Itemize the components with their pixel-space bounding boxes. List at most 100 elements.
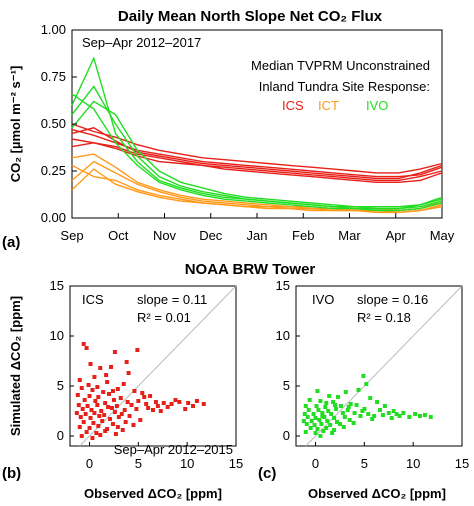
scatter-ics-point — [106, 405, 111, 409]
scatter-ivo-x-tick-label: 0 — [312, 456, 319, 471]
scatter-ivo-point — [428, 415, 433, 419]
scatter-ics-point — [165, 405, 170, 409]
scatter-ivo-point — [330, 431, 335, 435]
flux-series-ivo — [71, 56, 443, 210]
scatter-ics-point — [83, 412, 88, 416]
flux-series-ivo — [71, 93, 443, 212]
flux-series-ics — [71, 142, 443, 184]
legend-entry-ics: ICS — [282, 98, 304, 113]
flux-series-ics — [71, 138, 443, 182]
scatter-ivo-point — [304, 422, 309, 426]
panel-label-a: (a) — [2, 234, 20, 251]
scatter-ivo-point — [418, 414, 423, 418]
scatter-ics-point — [186, 401, 191, 405]
scatter-ics-point — [80, 407, 85, 411]
scatter-ivo-point — [356, 388, 361, 392]
scatter-ics-point — [81, 342, 86, 346]
scatter-ivo-point — [341, 425, 346, 429]
scatter-ivo-point — [334, 407, 339, 411]
scatter-ivo-point — [422, 413, 427, 417]
scatter-ics-point — [110, 422, 115, 426]
scatter-ics-point — [115, 425, 120, 429]
scatter-ics-point — [103, 429, 108, 433]
scatter-ivo-point — [360, 409, 365, 413]
scatter-ics-point — [84, 346, 89, 350]
scatter-ics-point — [126, 371, 131, 375]
scatter-ics-point — [158, 409, 163, 413]
scatter-ivo-point — [303, 430, 308, 434]
scatter-ivo-r2: R² = 0.18 — [357, 310, 411, 325]
scatter-ivo-point — [313, 431, 318, 435]
scatter-ivo-point — [391, 409, 396, 413]
scatter-ivo-point — [326, 409, 331, 413]
scatter-ics-point — [125, 400, 130, 404]
scatter-ics-point — [112, 350, 117, 354]
scatter-ics-point — [146, 406, 151, 410]
scatter-ics-point — [77, 378, 82, 382]
scatter-ics-point — [132, 389, 137, 393]
scatter-ics-point — [173, 398, 178, 402]
scatter-ivo-point — [313, 416, 318, 420]
scatter-ivo-point — [340, 411, 345, 415]
scatter-ics-point — [76, 403, 81, 407]
flux-x-tick-label: Nov — [153, 228, 177, 243]
scatter-ivo-point — [386, 411, 391, 415]
scatter-ivo-point — [331, 400, 336, 404]
scatter-period-label: Sep–Apr 2012–2015 — [114, 442, 233, 457]
scatter-ivo-point — [323, 405, 328, 409]
scatter-ics-point — [169, 402, 174, 406]
scatter-ics-point — [93, 399, 98, 403]
scatter-ivo-point — [346, 405, 351, 409]
scatter-ics-point — [110, 389, 115, 393]
flux-series-ivo — [71, 100, 443, 208]
scatter-ics-point — [88, 416, 93, 420]
scatter-ivo-slope: slope = 0.16 — [357, 292, 428, 307]
scatter-ivo-point — [342, 415, 347, 419]
flux-series-ict — [71, 164, 443, 214]
scatter-ics-point — [96, 424, 101, 428]
flux-period-label: Sep–Apr 2012–2017 — [82, 35, 201, 50]
scatter-ics-point — [144, 402, 149, 406]
scatter-ics-point — [135, 348, 140, 352]
scatter-ics-point — [115, 387, 120, 391]
scatter-ivo-y-tick-label: 10 — [276, 328, 290, 343]
scatter-ivo-point — [370, 417, 375, 421]
scatter-ivo-x-tick-label: 10 — [406, 456, 420, 471]
flux-y-tick-label: 0.50 — [41, 116, 66, 131]
scatter-ics-point — [78, 415, 83, 419]
scatter-ics-point — [136, 399, 141, 403]
panel-label-c: (c) — [258, 465, 276, 482]
scatter-ics-y-tick-label: 5 — [57, 378, 64, 393]
flux-y-tick-label: 1.00 — [41, 22, 66, 37]
scatter-ivo-point — [337, 422, 342, 426]
flux-x-ticks: Sep Oct Nov Dec Jan Feb Mar Apr May — [60, 213, 455, 243]
scatter-ivo-point — [368, 396, 373, 400]
scatter-ics-point — [86, 383, 91, 387]
scatter-ics-point — [129, 403, 134, 407]
scatter-ics-point — [134, 407, 139, 411]
scatter-ivo-point — [329, 412, 334, 416]
flux-x-tick-label: Jan — [247, 228, 268, 243]
scatter-ivo-point — [316, 408, 321, 412]
scatter-ics-point — [142, 395, 147, 399]
scatter-ivo-point — [311, 412, 316, 416]
legend-title-line-1: Median TVPRM Unconstrained — [251, 58, 430, 73]
scatter-ivo-point — [317, 418, 322, 422]
flux-x-tick-label: Sep — [60, 228, 83, 243]
scatter-ics-point — [194, 399, 199, 403]
scatter-ics-point — [155, 404, 160, 408]
scatter-ics-point — [124, 360, 129, 364]
scatter-ivo-point — [305, 415, 310, 419]
scatter-ics-point — [116, 415, 121, 419]
legend-entry-ivo: IVO — [366, 98, 388, 113]
scatter-ivo-point — [407, 415, 412, 419]
scatter-ics-point — [107, 392, 112, 396]
scatter-ics-point — [79, 386, 84, 390]
scatter-ics-point — [100, 419, 105, 423]
scatter-ivo-point — [332, 416, 337, 420]
scatter-ivo-point — [345, 408, 350, 412]
scatter-ivo-x-tick-label: 5 — [361, 456, 368, 471]
scatter-ivo-point — [320, 411, 325, 415]
scatter-ivo-point — [325, 419, 330, 423]
